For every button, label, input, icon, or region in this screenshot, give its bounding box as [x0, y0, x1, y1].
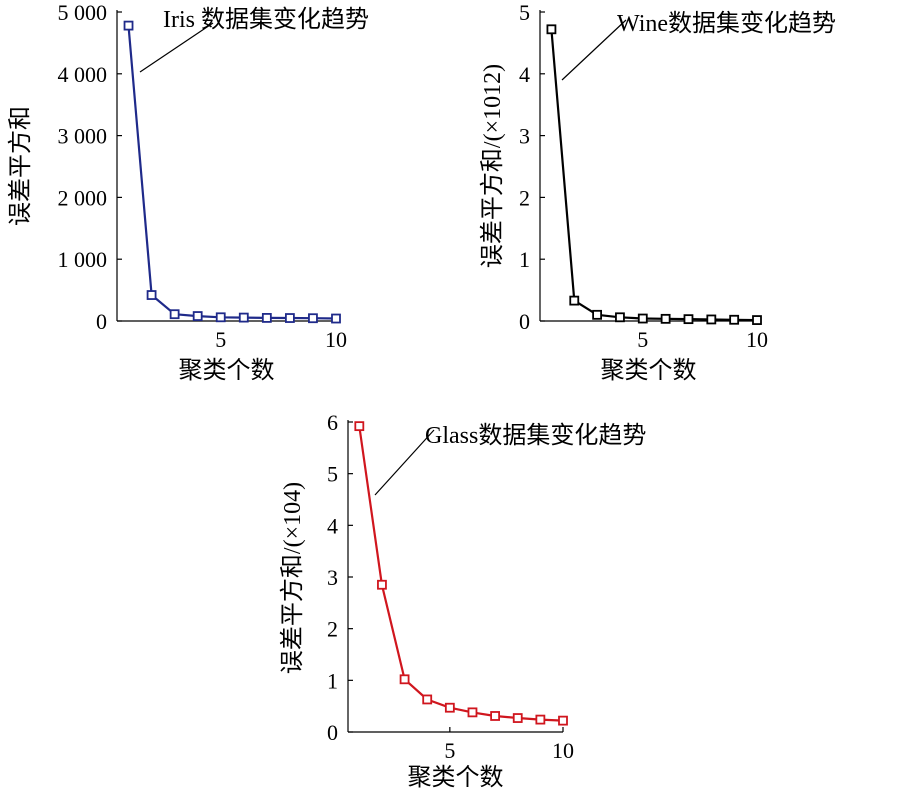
- y-tick-label: 1: [327, 668, 338, 693]
- data-point: [637, 313, 648, 324]
- data-point: [444, 702, 455, 713]
- x-axis-label: 聚类个数: [408, 764, 504, 791]
- series-line: [550, 29, 758, 322]
- series-line: [127, 25, 337, 320]
- data-point: [238, 312, 249, 323]
- data-point: [192, 311, 203, 321]
- y-tick-label: 5: [519, 0, 530, 25]
- data-point: [354, 421, 365, 432]
- annotation-text: Glass数据集变化趋势: [425, 422, 646, 449]
- y-tick-label: 0: [327, 720, 338, 745]
- y-tick-label: 6: [327, 410, 338, 435]
- data-point: [592, 309, 603, 320]
- annotation-leader-line: [139, 22, 214, 73]
- data-point: [331, 313, 341, 324]
- data-point: [169, 309, 180, 320]
- y-tick-label: 2 000: [58, 185, 108, 210]
- x-axis-label: 聚类个数: [601, 357, 697, 384]
- data-point: [569, 295, 580, 306]
- chart-panel-2: 0 1 2 3 4 5 5 10 聚类个数 误差平方和/(×1012) Wine数据集变化趋势: [479, 0, 836, 384]
- x-tick-label: 5: [444, 738, 455, 763]
- x-tick-label: 10: [325, 327, 347, 352]
- data-point: [490, 711, 501, 721]
- data-point: [377, 579, 387, 590]
- data-point: [752, 315, 762, 325]
- data-point: [422, 694, 433, 705]
- x-tick-label: 10: [552, 738, 574, 763]
- data-point: [706, 314, 717, 325]
- data-point: [215, 312, 226, 323]
- data-point: [660, 313, 671, 324]
- data-point: [615, 312, 625, 323]
- data-point: [399, 674, 410, 685]
- annotation-leader-line: [374, 429, 435, 496]
- y-tick-label: 3: [519, 124, 530, 149]
- data-point: [308, 313, 318, 324]
- chart-panel-3: 0 1 2 3 4 5 6 5 10 聚类个数 误差平方和/(×104) Glass数据集变化趋势: [279, 410, 646, 791]
- chart-panel-1: 0 1 000 2 000 3 000 4 000 5 000 5 10 聚类个数 误差平方和 Ir…: [7, 0, 369, 384]
- y-tick-label: 4 000: [58, 62, 108, 87]
- series-line: [358, 425, 564, 722]
- x-tick-label: 5: [637, 327, 648, 352]
- y-tick-label: 0: [519, 309, 530, 334]
- y-tick-label: 2: [327, 617, 338, 642]
- data-point: [535, 714, 546, 725]
- data-point: [467, 707, 478, 718]
- y-tick-label: 2: [519, 185, 530, 210]
- x-axis-label: 聚类个数: [179, 357, 275, 384]
- y-tick-label: 3: [327, 565, 338, 590]
- y-tick-label: 0: [96, 309, 107, 334]
- data-point: [546, 24, 557, 35]
- y-tick-label: 4: [519, 62, 530, 87]
- data-point: [512, 713, 523, 723]
- y-axis-label: 误差平方和/(×1012): [479, 64, 506, 268]
- y-axis-label: 误差平方和/(×104): [279, 482, 306, 674]
- y-tick-label: 5 000: [58, 0, 108, 25]
- y-tick-label: 3 000: [58, 124, 108, 149]
- data-point: [123, 20, 134, 31]
- x-tick-label: 5: [215, 327, 226, 352]
- x-tick-label: 10: [746, 327, 768, 352]
- y-tick-label: 1 000: [58, 247, 108, 272]
- data-point: [558, 715, 568, 726]
- data-point: [284, 313, 295, 323]
- annotation-leader-line: [561, 19, 627, 81]
- y-tick-label: 4: [327, 513, 338, 538]
- y-axis-label: 误差平方和: [7, 106, 34, 226]
- y-tick-label: 5: [327, 462, 338, 487]
- data-point: [729, 314, 740, 325]
- annotation-text: Iris 数据集变化趋势: [163, 6, 369, 33]
- data-point: [146, 290, 157, 300]
- data-point: [683, 314, 694, 325]
- data-point: [261, 313, 272, 323]
- annotation-text: Wine数据集变化趋势: [617, 10, 836, 37]
- y-tick-label: 1: [519, 247, 530, 272]
